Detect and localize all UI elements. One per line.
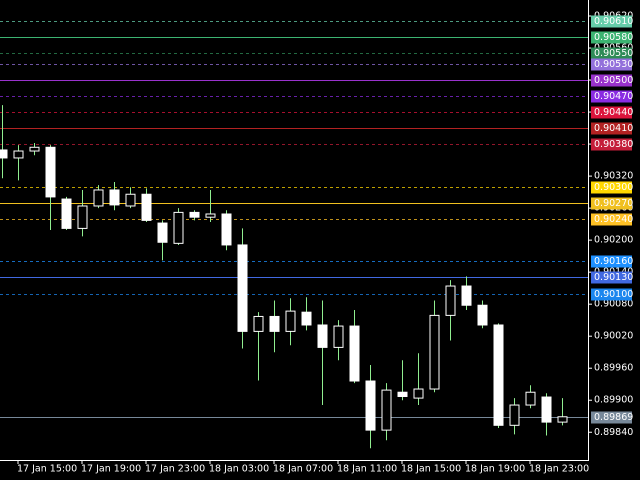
candle-body: [237, 244, 248, 332]
x-tick-label: 17 Jan 19:00: [81, 464, 141, 475]
candle-body: [317, 324, 328, 348]
y-tick-label: 0.90200: [594, 235, 633, 246]
candle-body: [477, 304, 488, 326]
level-label-box: [591, 138, 632, 151]
level-label: 0.90300: [594, 182, 633, 193]
candle-body: [461, 285, 472, 306]
candle-body: [13, 150, 24, 159]
candle-body: [493, 324, 504, 426]
x-tick-label: 18 Jan 19:00: [465, 464, 525, 475]
level-label-box: [591, 181, 632, 194]
candle-body: [0, 149, 8, 159]
x-tick-label: 17 Jan 15:00: [17, 464, 77, 475]
x-tick-label: 18 Jan 11:00: [337, 464, 397, 475]
level-label: 0.90610: [594, 16, 633, 27]
y-tick-label: 0.89960: [594, 363, 633, 374]
candle-body: [333, 325, 344, 348]
candle-body: [157, 222, 168, 243]
candle-body: [77, 205, 88, 229]
level-label: 0.90130: [594, 272, 633, 283]
level-label: 0.89869: [594, 412, 633, 423]
level-label-box: [591, 90, 632, 103]
level-label: 0.90440: [594, 107, 633, 118]
level-label: 0.90100: [594, 289, 633, 300]
level-label-box: [591, 15, 632, 28]
x-tick-label: 18 Jan 23:00: [529, 464, 589, 475]
candle-body: [93, 189, 104, 207]
y-tick-label: 0.89840: [594, 427, 633, 438]
level-label-box: [591, 197, 632, 210]
candle-body: [125, 193, 136, 207]
candle-body: [381, 389, 392, 431]
candle-body: [173, 211, 184, 244]
level-label: 0.90240: [594, 214, 633, 225]
level-label: 0.90530: [594, 59, 633, 70]
candle-body: [429, 314, 440, 390]
candle-body: [557, 416, 568, 423]
x-tick-label: 17 Jan 23:00: [145, 464, 205, 475]
level-label: 0.90550: [594, 48, 633, 59]
level-label: 0.90270: [594, 198, 633, 209]
candle-body: [45, 146, 56, 198]
level-label-box: [591, 288, 632, 301]
candle-body: [525, 391, 536, 406]
level-label: 0.90580: [594, 32, 633, 43]
y-tick-label: 0.89900: [594, 395, 633, 406]
level-label-box: [591, 106, 632, 119]
y-tick-label: 0.90320: [594, 171, 633, 182]
candle-body: [141, 193, 152, 221]
y-tick-label: 0.90020: [594, 331, 633, 342]
x-tick-label: 18 Jan 15:00: [401, 464, 461, 475]
candles-layer: [0, 105, 568, 449]
candle-body: [29, 146, 40, 152]
candle-body: [189, 211, 200, 218]
candle-body: [221, 213, 232, 246]
candle-body: [365, 380, 376, 431]
level-label-box: [591, 47, 632, 60]
level-label-box: [591, 271, 632, 284]
candle-body: [541, 396, 552, 423]
candle-body: [205, 213, 216, 218]
level-label: 0.90470: [594, 91, 633, 102]
candle-body: [253, 315, 264, 332]
candle-body: [301, 311, 312, 326]
candle-body: [269, 315, 280, 332]
level-label-box: [591, 411, 632, 424]
candle-body: [445, 285, 456, 316]
x-tick-label: 18 Jan 03:00: [209, 464, 269, 475]
x-tick-label: 18 Jan 07:00: [273, 464, 333, 475]
level-label-box: [591, 122, 632, 135]
level-label: 0.90410: [594, 123, 633, 134]
level-label-box: [591, 58, 632, 71]
level-label: 0.90500: [594, 75, 633, 86]
level-label-box: [591, 31, 632, 44]
level-label: 0.90380: [594, 139, 633, 150]
candle-body: [109, 189, 120, 206]
candle-body: [413, 388, 424, 399]
level-label-box: [591, 213, 632, 226]
candle-body: [509, 404, 520, 426]
candle-body: [349, 325, 360, 382]
y-tick-label: 0.90080: [594, 299, 633, 310]
level-label: 0.90160: [594, 256, 633, 267]
candle-body: [397, 391, 408, 397]
candle-body: [285, 310, 296, 332]
level-label-box: [591, 255, 632, 268]
candle-body: [61, 198, 72, 229]
level-label-box: [591, 74, 632, 87]
